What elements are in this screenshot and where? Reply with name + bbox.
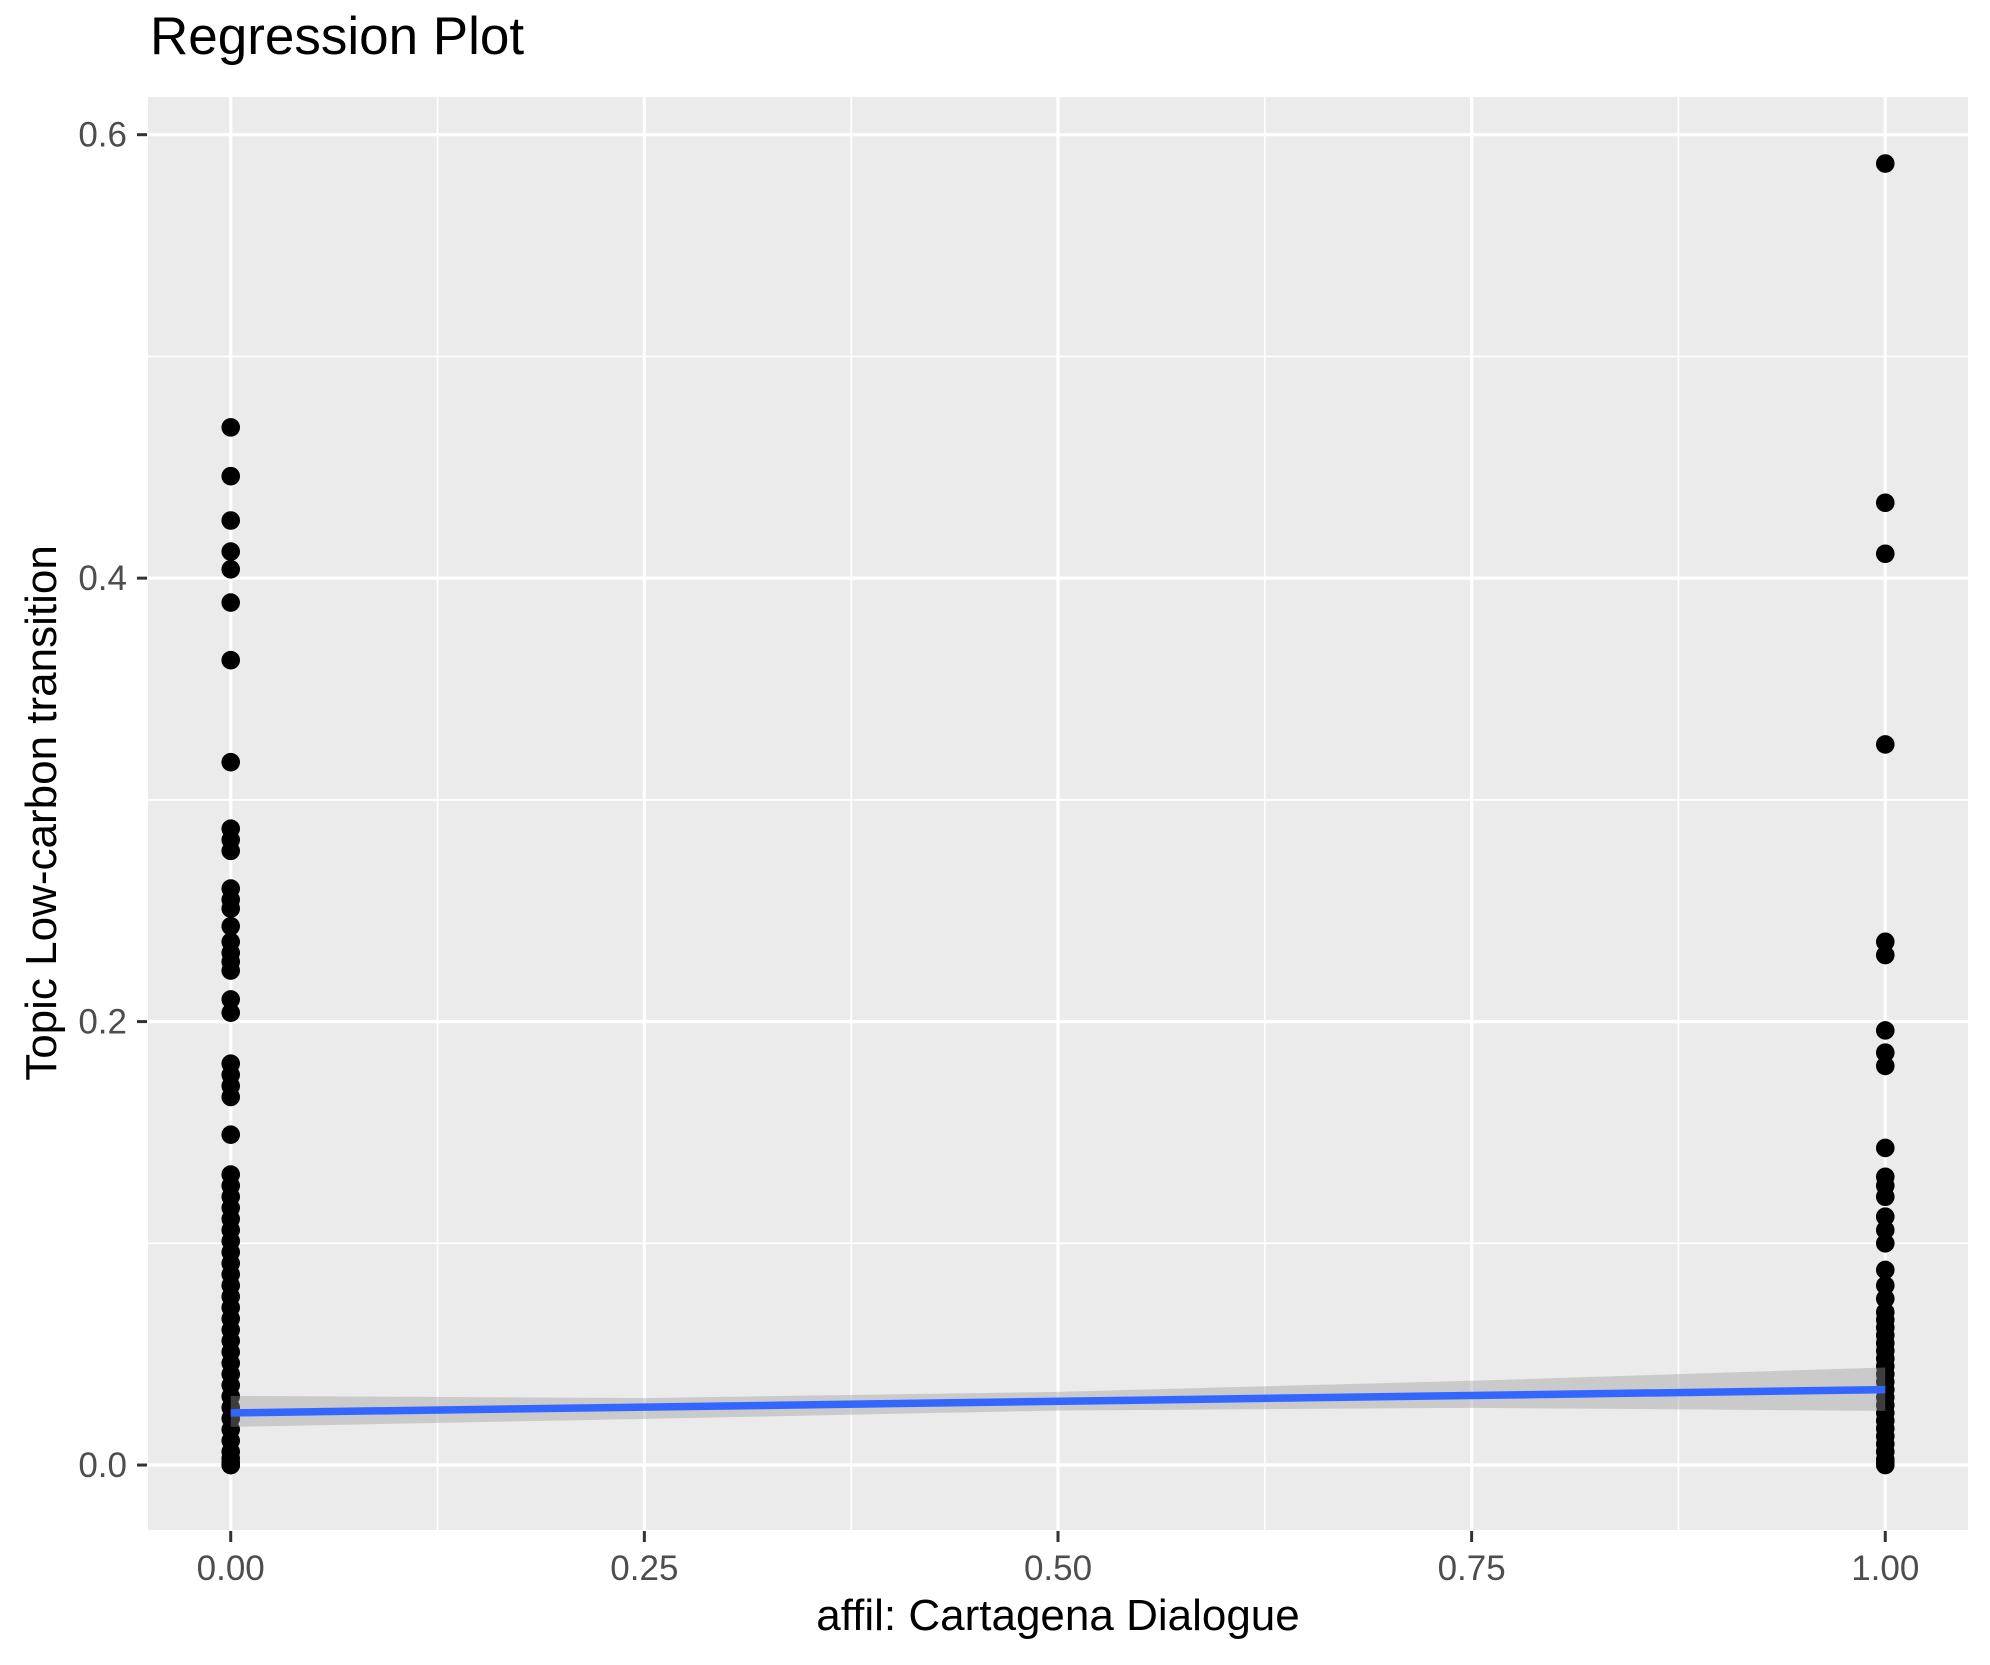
data-point <box>1875 1056 1895 1076</box>
data-point <box>221 593 241 612</box>
y-axis-title: Topic Low-carbon transition <box>17 545 66 1081</box>
data-point <box>1875 945 1895 965</box>
y-tick-label: 0.2 <box>78 1003 127 1042</box>
data-point <box>1875 735 1895 754</box>
data-point <box>1875 1043 1895 1062</box>
data-point <box>1875 1138 1895 1158</box>
x-tick-label: 1.00 <box>1851 1549 1919 1588</box>
data-point <box>1875 154 1895 173</box>
confidence-band <box>230 1367 1886 1427</box>
data-point <box>221 1003 241 1023</box>
data-point <box>221 418 241 437</box>
x-tick-label: 0.25 <box>610 1549 678 1588</box>
data-point <box>1875 1207 1895 1227</box>
x-tick-label: 0.00 <box>197 1549 265 1588</box>
data-point <box>221 542 241 561</box>
data-point <box>221 1455 241 1475</box>
data-point <box>1875 1289 1895 1309</box>
regression-line <box>230 1385 1886 1417</box>
x-tick-label: 0.50 <box>1024 1549 1092 1588</box>
data-point <box>1875 544 1895 564</box>
data-point <box>221 916 241 936</box>
y-tick-label: 0.6 <box>78 116 127 155</box>
data-point <box>221 1125 241 1144</box>
data-point <box>221 1087 241 1107</box>
data-point <box>1875 1021 1895 1040</box>
y-tick-label: 0.4 <box>78 559 127 598</box>
data-point <box>221 650 241 670</box>
data-point <box>1875 493 1895 513</box>
x-tick-label: 0.75 <box>1438 1549 1506 1588</box>
data-point <box>221 961 241 980</box>
data-point <box>221 511 241 530</box>
data-point <box>1875 1260 1895 1280</box>
data-point <box>1875 1220 1895 1240</box>
data-point <box>1875 932 1895 952</box>
data-point <box>1875 1455 1895 1475</box>
data-point <box>1875 1234 1895 1253</box>
y-tick-label: 0.0 <box>78 1446 127 1485</box>
data-point <box>1875 1187 1895 1207</box>
data-point <box>1875 1276 1895 1295</box>
data-point <box>221 466 241 486</box>
chart-title: Regression Plot <box>150 7 525 66</box>
x-axis-title: affil: Cartagena Dialogue <box>816 1591 1300 1640</box>
data-point <box>221 899 241 918</box>
data-point <box>221 990 241 1009</box>
data-point <box>221 841 241 861</box>
data-point <box>221 752 241 772</box>
data-point <box>221 559 241 579</box>
